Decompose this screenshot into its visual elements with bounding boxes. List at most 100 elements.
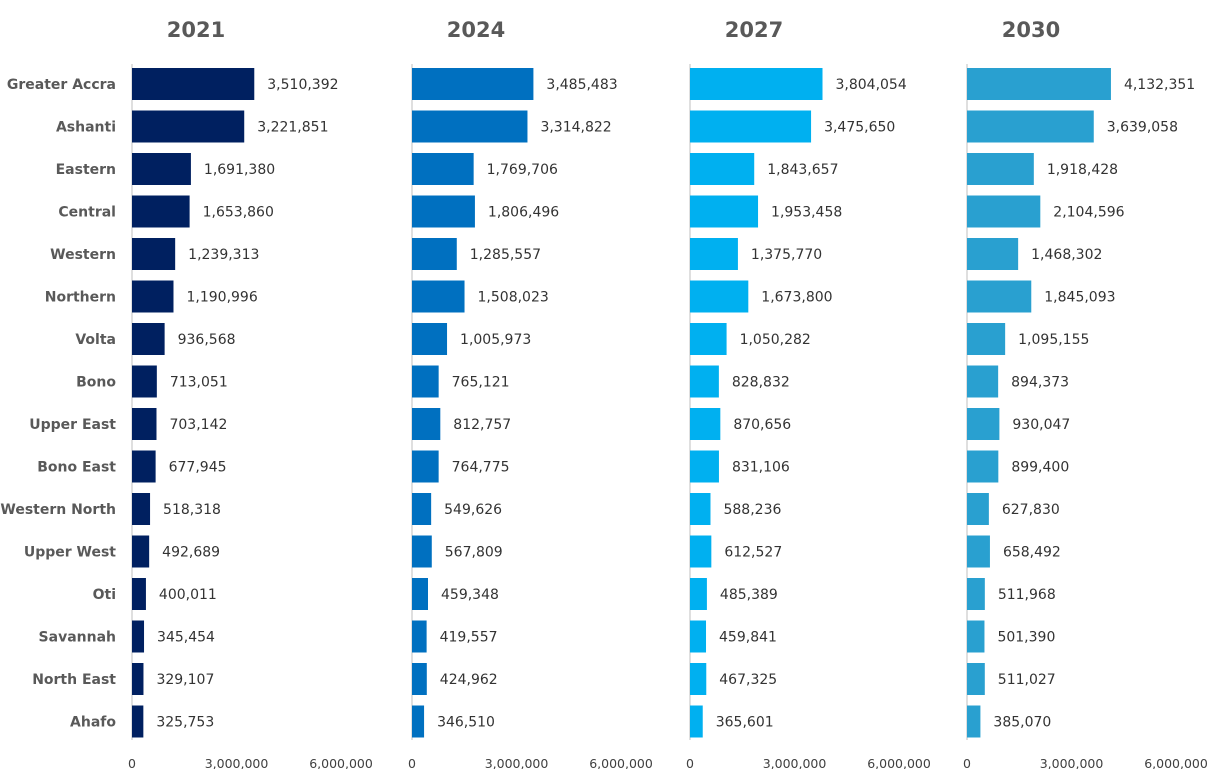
data-label: 588,236 — [723, 502, 781, 518]
data-label: 385,070 — [993, 715, 1051, 731]
data-label: 1,653,860 — [203, 205, 274, 221]
bar — [412, 110, 528, 143]
bar — [690, 408, 721, 440]
bar — [132, 280, 174, 313]
data-label: 899,400 — [1011, 460, 1069, 476]
bar — [412, 578, 429, 610]
bar — [412, 535, 432, 568]
bar — [967, 578, 985, 610]
data-label: 765,121 — [452, 375, 510, 391]
tick-label: 3,000,000 — [485, 756, 549, 769]
bar — [690, 238, 738, 270]
bar — [132, 323, 165, 355]
category-label: Western — [50, 247, 116, 263]
data-label: 1,508,023 — [478, 290, 549, 306]
tick-label: 0 — [128, 756, 136, 769]
tick-label: 3,000,000 — [1040, 756, 1104, 769]
data-label: 1,845,093 — [1044, 290, 1115, 306]
data-label: 365,601 — [716, 715, 774, 731]
bar — [412, 620, 427, 653]
category-label: Western North — [0, 502, 116, 518]
data-label: 459,348 — [441, 587, 499, 603]
data-label: 930,047 — [1012, 417, 1070, 433]
data-label: 828,832 — [732, 375, 790, 391]
bar — [967, 280, 1032, 313]
bar — [690, 663, 707, 695]
data-label: 1,806,496 — [488, 205, 559, 221]
bar — [690, 110, 812, 143]
data-label: 4,132,351 — [1124, 77, 1195, 93]
tick-label: 3,000,000 — [205, 756, 269, 769]
panel-title: 2027 — [725, 18, 783, 42]
data-label: 713,051 — [170, 375, 228, 391]
panel-2021: 2021 3,510,392 3,221,851 1,691,380 1,653,860… — [128, 18, 373, 771]
bar — [690, 68, 823, 100]
data-label: 1,918,428 — [1047, 162, 1118, 178]
data-label: 612,527 — [724, 545, 782, 561]
data-label: 492,689 — [162, 545, 220, 561]
tick-label: 6,000,000 — [589, 756, 653, 769]
data-label: 627,830 — [1002, 502, 1060, 518]
bar — [132, 493, 151, 525]
data-label: 346,510 — [437, 715, 495, 731]
data-label: 936,568 — [178, 332, 236, 348]
bar — [132, 450, 156, 483]
category-label: North East — [32, 672, 116, 688]
data-label: 459,841 — [719, 630, 777, 646]
bar — [690, 620, 707, 653]
data-label: 3,639,058 — [1107, 120, 1178, 136]
data-label: 3,314,822 — [540, 120, 611, 136]
bar — [690, 195, 759, 228]
category-label: Greater Accra — [7, 77, 116, 93]
bar — [412, 280, 465, 313]
bar — [412, 153, 474, 185]
bar — [132, 110, 245, 143]
data-label: 3,485,483 — [546, 77, 617, 93]
data-label: 549,626 — [444, 502, 502, 518]
bar — [412, 365, 439, 398]
bar — [967, 365, 999, 398]
data-label: 485,389 — [720, 587, 778, 603]
data-label: 1,050,282 — [740, 332, 811, 348]
data-label: 764,775 — [452, 460, 510, 476]
bar — [690, 153, 755, 185]
bar — [412, 408, 441, 440]
panel-title: 2021 — [167, 18, 225, 42]
bar — [132, 195, 190, 228]
data-label: 329,107 — [156, 672, 214, 688]
data-label: 424,962 — [440, 672, 498, 688]
category-label: Eastern — [56, 162, 116, 178]
bar — [690, 280, 749, 313]
category-label: Oti — [93, 587, 116, 603]
category-label: Upper East — [29, 417, 116, 433]
data-label: 1,095,155 — [1018, 332, 1089, 348]
bar — [967, 153, 1034, 185]
bar — [690, 705, 703, 738]
data-label: 1,375,770 — [751, 247, 822, 263]
category-label: Ahafo — [70, 715, 116, 731]
bar — [412, 705, 425, 738]
bar — [132, 578, 146, 610]
bar — [132, 408, 157, 440]
bar — [132, 365, 157, 398]
data-label: 345,454 — [157, 630, 215, 646]
category-label: Volta — [75, 332, 116, 348]
data-label: 501,390 — [997, 630, 1055, 646]
data-label: 1,239,313 — [188, 247, 259, 263]
category-label: Ashanti — [56, 120, 116, 136]
data-label: 1,468,302 — [1031, 247, 1102, 263]
data-label: 518,318 — [163, 502, 221, 518]
data-label: 511,968 — [998, 587, 1056, 603]
bar — [967, 238, 1019, 270]
bar — [967, 663, 985, 695]
bar — [967, 450, 999, 483]
bar — [412, 450, 439, 483]
data-label: 1,769,706 — [487, 162, 558, 178]
bar — [967, 620, 985, 653]
bar — [967, 408, 1000, 440]
bar — [412, 663, 427, 695]
category-label: Bono East — [37, 460, 116, 476]
tick-label: 0 — [686, 756, 694, 769]
tick-label: 6,000,000 — [867, 756, 931, 769]
